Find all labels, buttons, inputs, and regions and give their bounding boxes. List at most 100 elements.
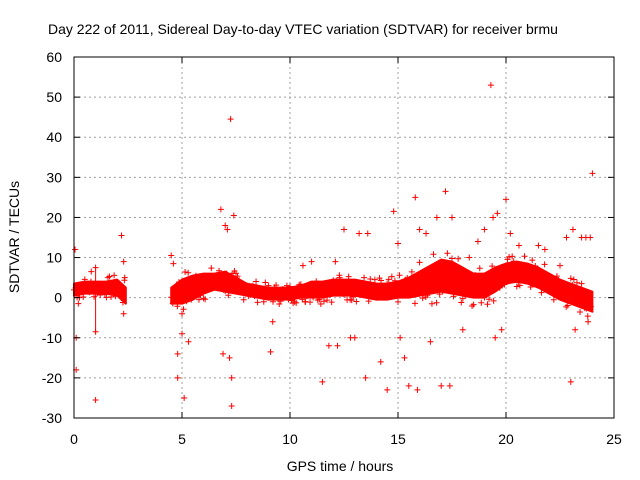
outlier-point bbox=[88, 268, 95, 275]
outlier-point bbox=[414, 386, 421, 393]
band-point bbox=[313, 278, 320, 285]
band-point bbox=[256, 291, 263, 298]
outlier-point bbox=[364, 230, 371, 237]
y-tick-label: 50 bbox=[46, 89, 62, 105]
band-point bbox=[535, 282, 542, 289]
outlier-point bbox=[563, 234, 570, 241]
band-point bbox=[324, 297, 331, 304]
band-point bbox=[512, 272, 519, 279]
band-point bbox=[391, 277, 398, 284]
band-point bbox=[401, 289, 408, 296]
band-point bbox=[274, 295, 281, 302]
band-point bbox=[399, 280, 406, 287]
band-point bbox=[194, 276, 201, 283]
band-point bbox=[546, 286, 553, 293]
band-point bbox=[411, 300, 418, 307]
y-tick-label: 10 bbox=[46, 250, 62, 266]
band-point bbox=[453, 280, 460, 287]
outlier-point bbox=[185, 338, 192, 345]
outlier-point bbox=[341, 226, 347, 233]
band-point bbox=[202, 296, 209, 303]
band-point bbox=[89, 281, 96, 288]
band-point bbox=[467, 289, 474, 296]
outlier-point bbox=[267, 348, 274, 355]
band-point bbox=[208, 265, 215, 272]
band-point bbox=[521, 253, 528, 260]
band-point bbox=[328, 299, 335, 306]
band-point bbox=[560, 283, 567, 290]
band-point bbox=[567, 275, 574, 282]
band-point bbox=[486, 296, 493, 303]
band-point bbox=[226, 287, 233, 294]
band-point bbox=[550, 296, 557, 303]
band-point bbox=[86, 289, 93, 296]
outlier-point bbox=[217, 206, 224, 213]
band-point bbox=[561, 292, 568, 299]
band-point bbox=[191, 288, 198, 295]
outlier-point bbox=[220, 350, 227, 357]
band-point bbox=[489, 263, 496, 270]
band-point bbox=[461, 279, 468, 286]
chart-title: Day 222 of 2011, Sidereal Day-to-day VTE… bbox=[48, 21, 558, 37]
band-point bbox=[364, 289, 371, 296]
band-point bbox=[119, 299, 126, 306]
band-point bbox=[270, 298, 277, 305]
band-point bbox=[473, 284, 480, 291]
band-point bbox=[371, 276, 378, 283]
x-tick-label: 25 bbox=[606, 431, 622, 447]
outlier-point bbox=[81, 284, 88, 291]
outlier-point bbox=[226, 354, 233, 361]
band-point bbox=[541, 261, 548, 268]
band-point bbox=[458, 299, 465, 306]
outlier-point bbox=[105, 284, 112, 291]
band-point bbox=[445, 268, 452, 275]
outlier-markers bbox=[72, 82, 596, 409]
band-point bbox=[245, 293, 252, 300]
band-point bbox=[359, 284, 366, 291]
band-point bbox=[348, 297, 355, 304]
outlier-point bbox=[498, 326, 505, 333]
band-point bbox=[408, 268, 415, 275]
band-point bbox=[564, 302, 571, 309]
band-point bbox=[308, 290, 315, 297]
band-point bbox=[287, 283, 293, 290]
y-tick-label: 60 bbox=[46, 49, 62, 65]
band-point bbox=[569, 282, 576, 289]
band-point bbox=[239, 283, 246, 290]
outlier-point bbox=[189, 294, 196, 301]
band-point bbox=[566, 294, 573, 301]
outlier-point bbox=[356, 230, 363, 237]
outlier-point bbox=[492, 334, 499, 341]
band-point bbox=[503, 265, 509, 272]
band-point bbox=[385, 276, 392, 283]
band-point bbox=[334, 289, 341, 296]
band-point bbox=[361, 274, 368, 281]
band-point bbox=[464, 284, 471, 291]
outlier-point bbox=[390, 208, 397, 215]
band-point bbox=[419, 295, 426, 302]
band-point bbox=[303, 293, 310, 300]
band-point bbox=[106, 273, 113, 280]
band-point bbox=[587, 303, 594, 310]
band-point bbox=[435, 279, 442, 286]
outlier-point bbox=[535, 242, 542, 249]
band-point bbox=[424, 292, 431, 299]
band-point bbox=[182, 269, 189, 276]
band-point bbox=[410, 274, 417, 281]
band-point bbox=[450, 293, 457, 300]
band-point bbox=[169, 300, 176, 307]
band-point bbox=[171, 289, 178, 296]
band-point bbox=[322, 288, 329, 295]
band-point bbox=[240, 296, 247, 303]
outlier-point bbox=[174, 374, 181, 381]
band-point bbox=[495, 281, 502, 288]
band-point bbox=[570, 276, 577, 283]
band-point bbox=[518, 261, 525, 268]
band-point bbox=[398, 284, 405, 291]
band-point bbox=[475, 280, 482, 287]
band-point bbox=[387, 286, 394, 293]
outlier-point bbox=[181, 394, 188, 401]
band-point bbox=[555, 277, 562, 284]
outlier-point bbox=[377, 358, 384, 365]
outlier-point bbox=[336, 274, 343, 281]
